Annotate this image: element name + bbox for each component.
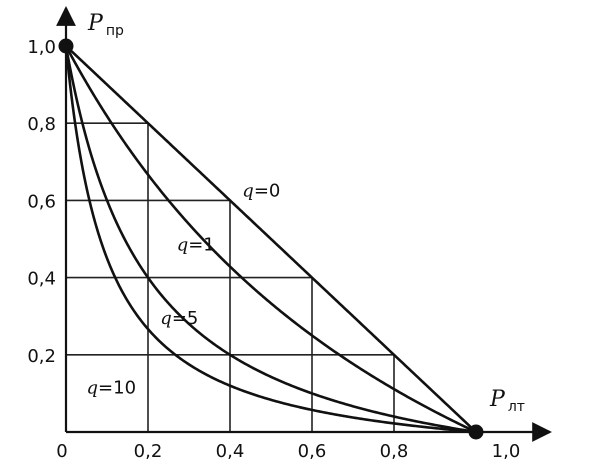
x-axis-symbol: P [489,387,506,412]
y-tick-label: 0,6 [27,191,56,212]
curves [64,44,477,434]
y-axis-subscript: пр [106,23,124,39]
curve-label-q-0: q=0 [242,181,280,202]
curve-q-10 [64,44,477,434]
endpoints [58,38,484,440]
curve-q-1 [64,44,477,434]
y-tick-label: 0,8 [27,114,56,135]
y-tick-labels: 0,2 0,4 0,6 0,8 1,0 [27,37,56,367]
x-tick-label: 0,6 [298,441,327,462]
x-tick-label: 0,4 [216,441,245,462]
x-tick-labels: 0 0,2 0,4 0,6 0,8 1,0 [56,441,520,462]
endpoint-1 [58,38,74,54]
curve-label-q-10: q=10 [87,377,137,398]
y-tick-label: 0,4 [27,269,56,290]
x-tick-label: 0 [56,441,67,462]
y-axis-symbol: P [87,11,104,36]
x-tick-label: 0,8 [380,441,409,462]
x-tick-label: 0,2 [134,441,163,462]
y-tick-label: 0,2 [27,346,56,367]
x-axis-subscript: лт [508,399,525,415]
curve-q-0 [64,44,477,433]
x-tick-label: 1,0 [492,441,521,462]
curve-label-q-1: q=1 [177,235,215,256]
endpoint-2 [468,424,484,440]
curve-labels: q=0 q=1 q=5 q=10 [87,181,281,399]
curve-q-5 [64,44,477,434]
curve-label-q-5: q=5 [160,308,198,329]
y-tick-label: 1,0 [27,37,56,58]
